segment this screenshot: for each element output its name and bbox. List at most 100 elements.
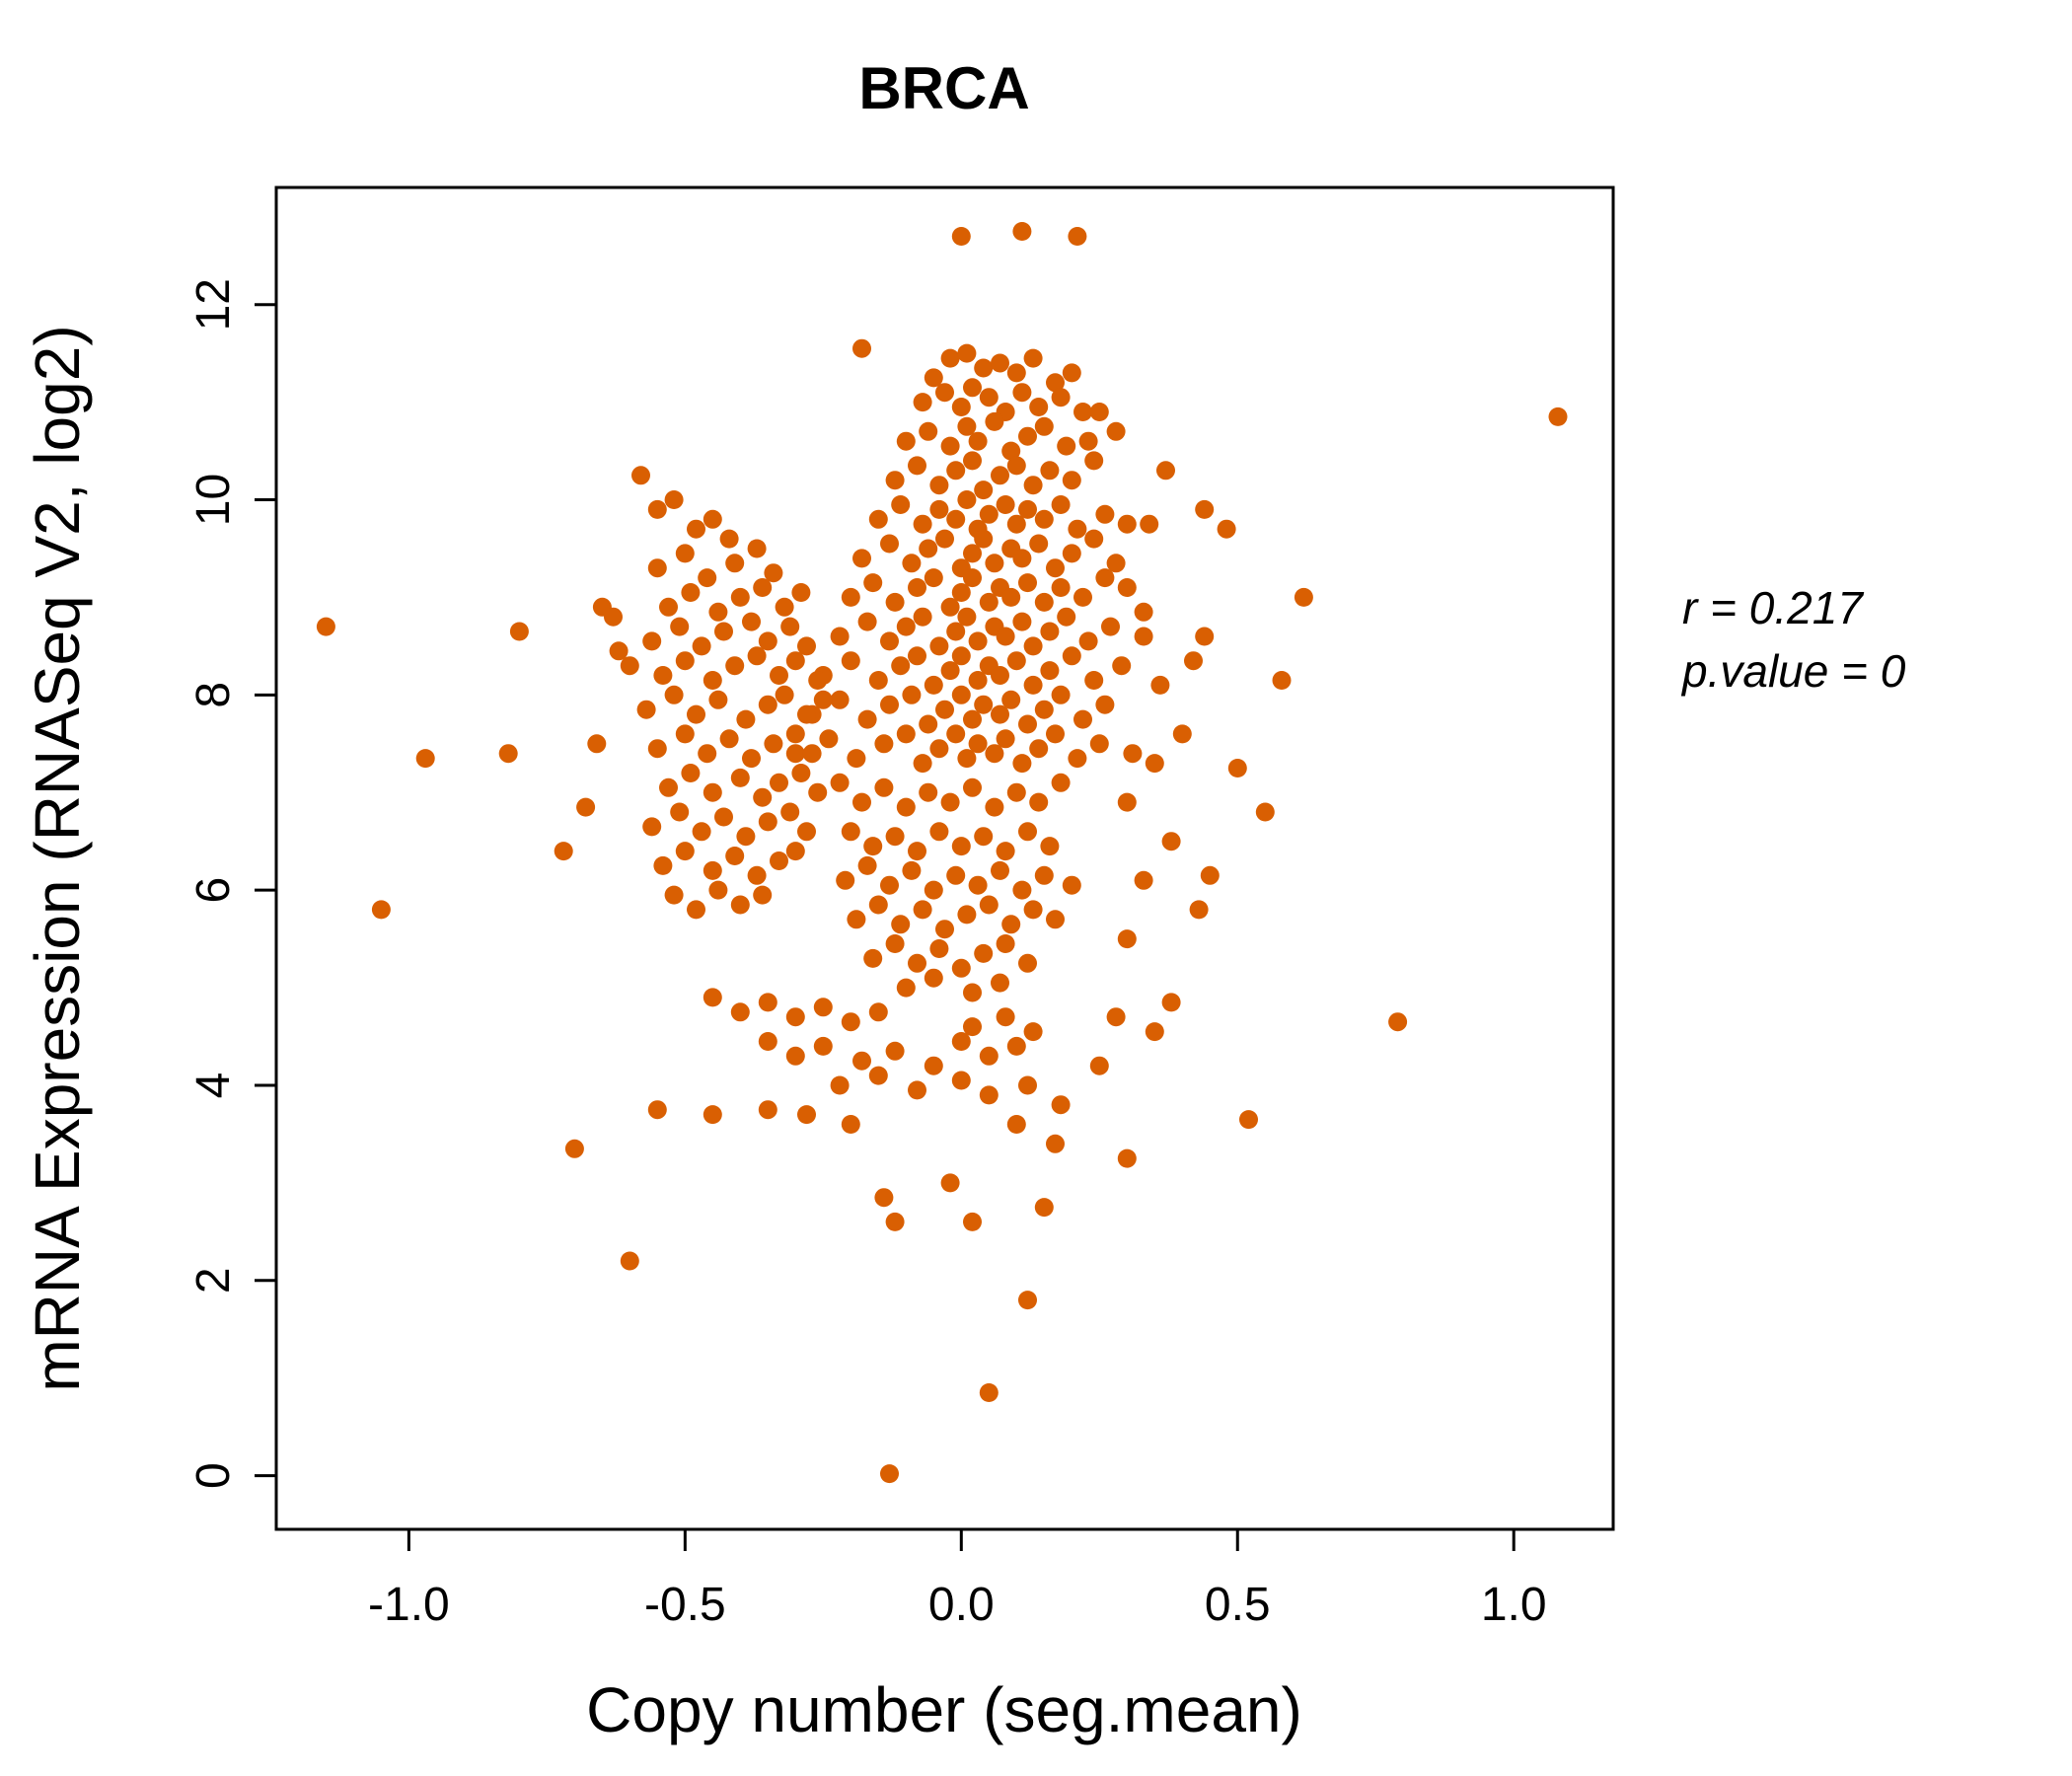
data-point bbox=[1106, 421, 1126, 441]
data-point bbox=[908, 456, 926, 476]
data-point bbox=[1548, 407, 1568, 426]
data-point bbox=[1073, 709, 1092, 729]
data-point bbox=[791, 764, 811, 782]
data-point bbox=[670, 617, 690, 636]
data-point bbox=[758, 1100, 777, 1120]
data-point bbox=[951, 583, 971, 602]
data-point bbox=[687, 900, 705, 920]
data-point bbox=[1123, 744, 1143, 764]
data-point bbox=[730, 768, 750, 787]
data-point bbox=[935, 529, 954, 549]
data-point bbox=[664, 490, 684, 509]
data-point bbox=[919, 421, 938, 441]
data-point bbox=[631, 466, 650, 485]
data-point bbox=[841, 1115, 860, 1134]
data-point bbox=[946, 865, 966, 885]
data-point bbox=[935, 700, 954, 719]
data-point bbox=[698, 744, 717, 764]
data-point bbox=[836, 870, 855, 890]
data-point bbox=[1200, 865, 1220, 885]
data-point bbox=[940, 1173, 960, 1193]
data-point bbox=[730, 895, 750, 915]
data-point bbox=[564, 1139, 584, 1158]
data-point bbox=[1023, 636, 1043, 656]
data-point bbox=[891, 656, 911, 676]
data-point bbox=[1018, 499, 1037, 519]
data-point bbox=[985, 744, 1004, 764]
data-point bbox=[830, 1075, 850, 1095]
x-tick-label: 0.0 bbox=[928, 1579, 995, 1631]
data-point bbox=[902, 554, 922, 573]
data-point bbox=[919, 539, 938, 558]
data-point bbox=[1189, 900, 1209, 920]
y-tick-label: 0 bbox=[187, 1462, 240, 1489]
data-point bbox=[758, 993, 777, 1012]
data-point bbox=[642, 817, 662, 837]
data-point bbox=[730, 1002, 750, 1022]
data-point bbox=[1040, 837, 1060, 856]
x-tick-label: -1.0 bbox=[368, 1579, 450, 1631]
data-point bbox=[1034, 592, 1054, 612]
data-point bbox=[874, 734, 894, 754]
data-point bbox=[979, 1383, 999, 1402]
data-point bbox=[1112, 656, 1132, 676]
data-point bbox=[647, 739, 667, 759]
data-point bbox=[719, 729, 739, 749]
data-point bbox=[929, 476, 949, 495]
data-point bbox=[1084, 451, 1104, 471]
data-point bbox=[703, 671, 722, 690]
y-tick-label: 8 bbox=[187, 682, 240, 708]
data-point bbox=[1161, 993, 1181, 1012]
data-point bbox=[968, 875, 988, 895]
data-point bbox=[758, 695, 777, 714]
data-point bbox=[974, 943, 994, 963]
data-point bbox=[940, 348, 960, 368]
data-point bbox=[736, 709, 756, 729]
data-point bbox=[1195, 499, 1215, 519]
data-point bbox=[968, 631, 988, 651]
data-point bbox=[554, 842, 573, 861]
data-point bbox=[979, 592, 999, 612]
data-point bbox=[1018, 573, 1037, 593]
stat-p-label: p.value = 0 bbox=[1680, 645, 1906, 697]
data-point bbox=[1156, 461, 1175, 481]
data-point bbox=[924, 568, 943, 588]
data-point bbox=[785, 1007, 805, 1027]
data-point bbox=[647, 558, 667, 578]
data-point bbox=[868, 1002, 888, 1022]
data-point bbox=[1018, 714, 1037, 734]
data-point bbox=[919, 714, 938, 734]
data-point bbox=[1012, 880, 1032, 900]
data-point bbox=[1227, 759, 1247, 777]
data-point bbox=[719, 529, 739, 549]
data-point bbox=[874, 777, 894, 797]
data-point bbox=[1095, 568, 1115, 588]
y-tick-label: 10 bbox=[187, 474, 240, 526]
data-point bbox=[653, 855, 673, 875]
data-point bbox=[1255, 802, 1275, 822]
data-point bbox=[913, 514, 932, 534]
data-point bbox=[957, 343, 977, 363]
data-point bbox=[974, 695, 994, 714]
data-point bbox=[963, 378, 982, 398]
data-point bbox=[1388, 1012, 1408, 1032]
data-point bbox=[996, 1007, 1015, 1027]
data-point bbox=[996, 627, 1015, 646]
data-point bbox=[813, 1036, 833, 1056]
data-point bbox=[1051, 1095, 1071, 1115]
data-point bbox=[1040, 461, 1060, 481]
data-point bbox=[1062, 875, 1081, 895]
data-point bbox=[371, 900, 391, 920]
data-point bbox=[703, 782, 722, 802]
data-point bbox=[963, 777, 982, 797]
data-point bbox=[785, 651, 805, 671]
data-point bbox=[974, 481, 994, 500]
data-point bbox=[1012, 383, 1032, 403]
data-point bbox=[1034, 865, 1054, 885]
data-point bbox=[1006, 514, 1026, 534]
data-point bbox=[747, 646, 767, 666]
data-point bbox=[1034, 416, 1054, 436]
data-point bbox=[963, 1017, 982, 1037]
data-point bbox=[929, 636, 949, 656]
data-point bbox=[991, 704, 1009, 724]
